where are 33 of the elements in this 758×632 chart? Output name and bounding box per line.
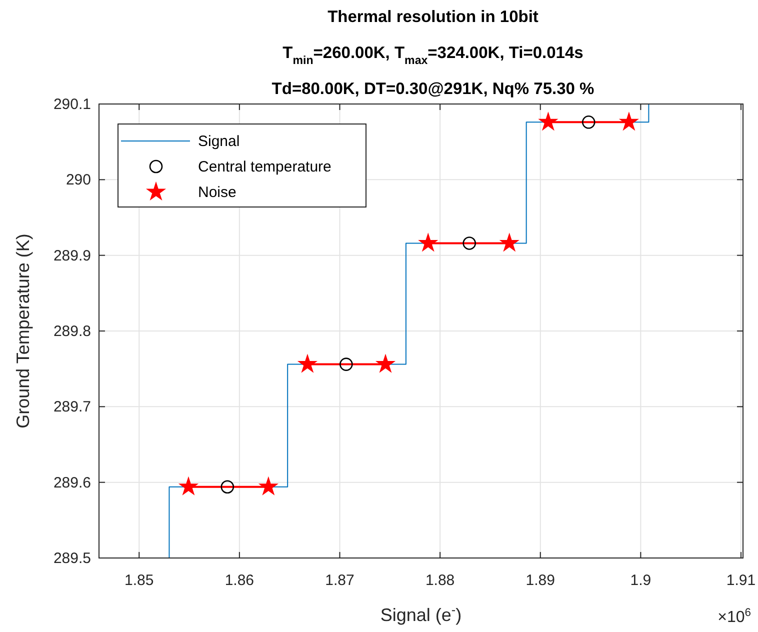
legend-label: Central temperature [198,158,332,176]
point [620,112,638,130]
y-tick-label: 290 [66,172,91,189]
point [500,234,518,251]
point [462,236,476,250]
y-tick-label: 290.1 [53,96,91,113]
x-axis-title: Signal (e$^{-}$) [380,603,462,625]
y-tick-label: 289.9 [53,247,91,264]
legend-label: Signal [198,133,240,150]
text: ×10$^{6}$ [718,607,751,626]
point [298,354,316,372]
y-tick-label: 289.7 [53,398,91,416]
y-tick-label: 289.8 [53,323,91,340]
point [220,480,234,494]
x-tick-label: 1.86 [224,572,254,589]
point [539,112,558,130]
x-tick-label: 1.87 [325,572,354,589]
point [376,354,395,372]
chart-title: Thermal resolution in 10bit T$_{min}$=260.00K, T$_{max}$=324.00K, Ti=0.014s Td=80.00K, DT=0.30@291K, Nq% 75.30 % [272,8,594,98]
x-tick-label: 1.89 [526,572,555,589]
legend-label: Noise [198,184,236,201]
point [179,477,198,495]
y-tick-label: 289.5 [53,550,91,567]
y-axis-title: Ground Temperature (K) [13,234,33,428]
point [419,234,438,251]
x-tick-label: 1.88 [425,572,455,589]
x-tick-label: 1.9 [630,572,652,589]
point [582,116,596,129]
y-tick-label: 289.6 [53,474,91,492]
point [340,358,353,371]
point [259,477,278,495]
x-tick-label: 1.91 [726,572,756,589]
x-tick-label: 1.85 [124,572,154,589]
